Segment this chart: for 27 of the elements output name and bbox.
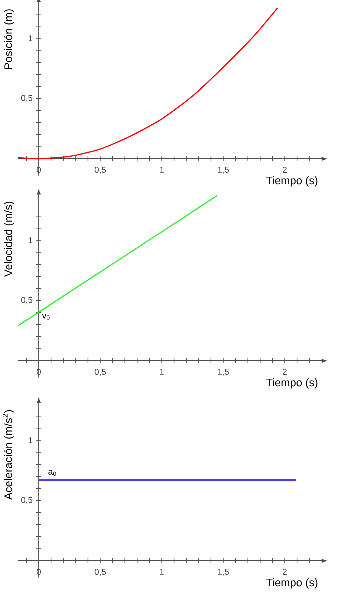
x-axis-title: Tiempo (s) <box>266 578 318 589</box>
x-tick-label: 1,5 <box>218 167 230 174</box>
x-tick-label: 2 <box>283 569 287 575</box>
y-axis-title: Posición (m) <box>4 10 15 70</box>
x-tick-label: 1,5 <box>218 569 230 576</box>
annotation: a$_{0}$ <box>48 470 56 476</box>
y-tick-label: 1 <box>28 438 33 444</box>
line-series <box>17 8 278 160</box>
y-tick-label: 1 <box>28 238 33 244</box>
x-tick-label: 1,5 <box>218 369 230 376</box>
y-axis-title: Velocidad (m/s) <box>4 202 15 278</box>
x-tick-label: 2 <box>283 167 287 173</box>
y-tick-label: 0,5 <box>21 297 33 304</box>
x-tick-label: 2 <box>283 369 287 375</box>
x-tick-label: 0,5 <box>94 569 106 576</box>
x-axis-title: Tiempo (s) <box>266 176 318 187</box>
y-axis-title: Aceleración (m/s$^{2}$) <box>2 410 15 500</box>
y-tick-label: 0,5 <box>21 497 33 504</box>
x-tick-label: 1 <box>160 569 164 575</box>
x-axis-title: Tiempo (s) <box>266 378 318 389</box>
y-tick-label: 0,5 <box>21 95 33 102</box>
x-tick-label: 1 <box>160 167 164 173</box>
annotation: v$_{0}$ <box>42 314 50 320</box>
x-tick-label: 1 <box>160 369 164 375</box>
y-tick-label: 1 <box>28 36 33 42</box>
x-tick-label: 0,5 <box>94 369 106 376</box>
x-tick-label: 0,5 <box>94 167 106 174</box>
